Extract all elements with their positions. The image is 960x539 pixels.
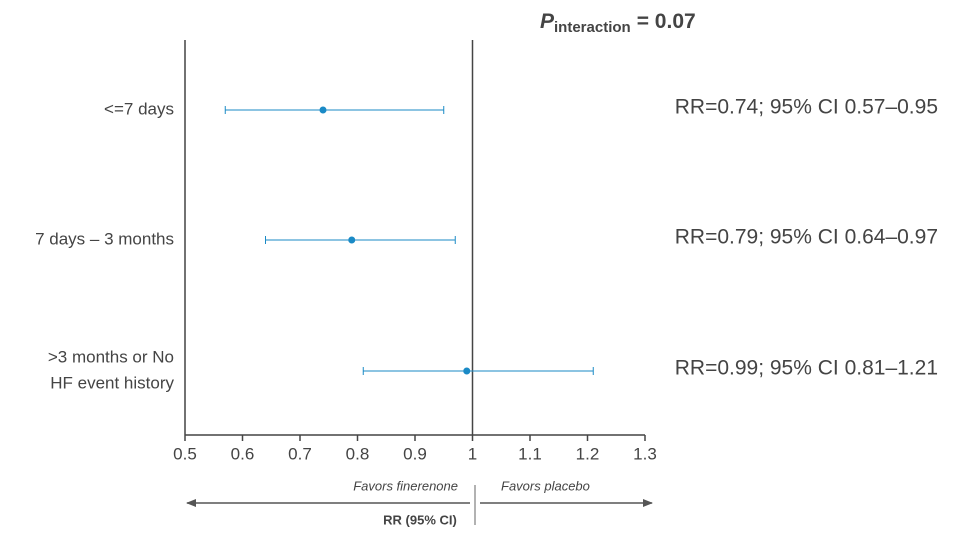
x-tick-label: 0.6: [231, 444, 255, 463]
right-note: Favors placebo: [501, 478, 590, 493]
x-tick-label: 0.8: [346, 444, 370, 463]
left-note: Favors finerenone: [353, 478, 458, 493]
x-tick-label: 0.5: [173, 444, 197, 463]
point-estimate: [319, 106, 327, 114]
x-tick-label: 0.7: [288, 444, 312, 463]
point-estimate: [463, 367, 471, 375]
category-label: 7 days – 3 months: [35, 229, 174, 248]
x-tick-label: 0.9: [403, 444, 427, 463]
category-label: >3 months or No: [48, 347, 174, 366]
x-tick-label: 1.2: [576, 444, 600, 463]
x-axis-label: RR (95% CI): [383, 512, 457, 527]
category-label: <=7 days: [104, 99, 174, 118]
x-tick-label: 1.3: [633, 444, 657, 463]
x-tick-label: 1: [468, 444, 477, 463]
x-tick-label: 1.1: [518, 444, 542, 463]
point-estimate: [348, 236, 356, 244]
annotation: RR=0.99; 95% CI 0.81–1.21: [675, 357, 938, 380]
annotation: RR=0.79; 95% CI 0.64–0.97: [675, 226, 938, 249]
chart-title: Pinteraction = 0.07: [540, 10, 696, 36]
annotation: RR=0.74; 95% CI 0.57–0.95: [675, 96, 938, 119]
category-label: HF event history: [50, 373, 174, 392]
